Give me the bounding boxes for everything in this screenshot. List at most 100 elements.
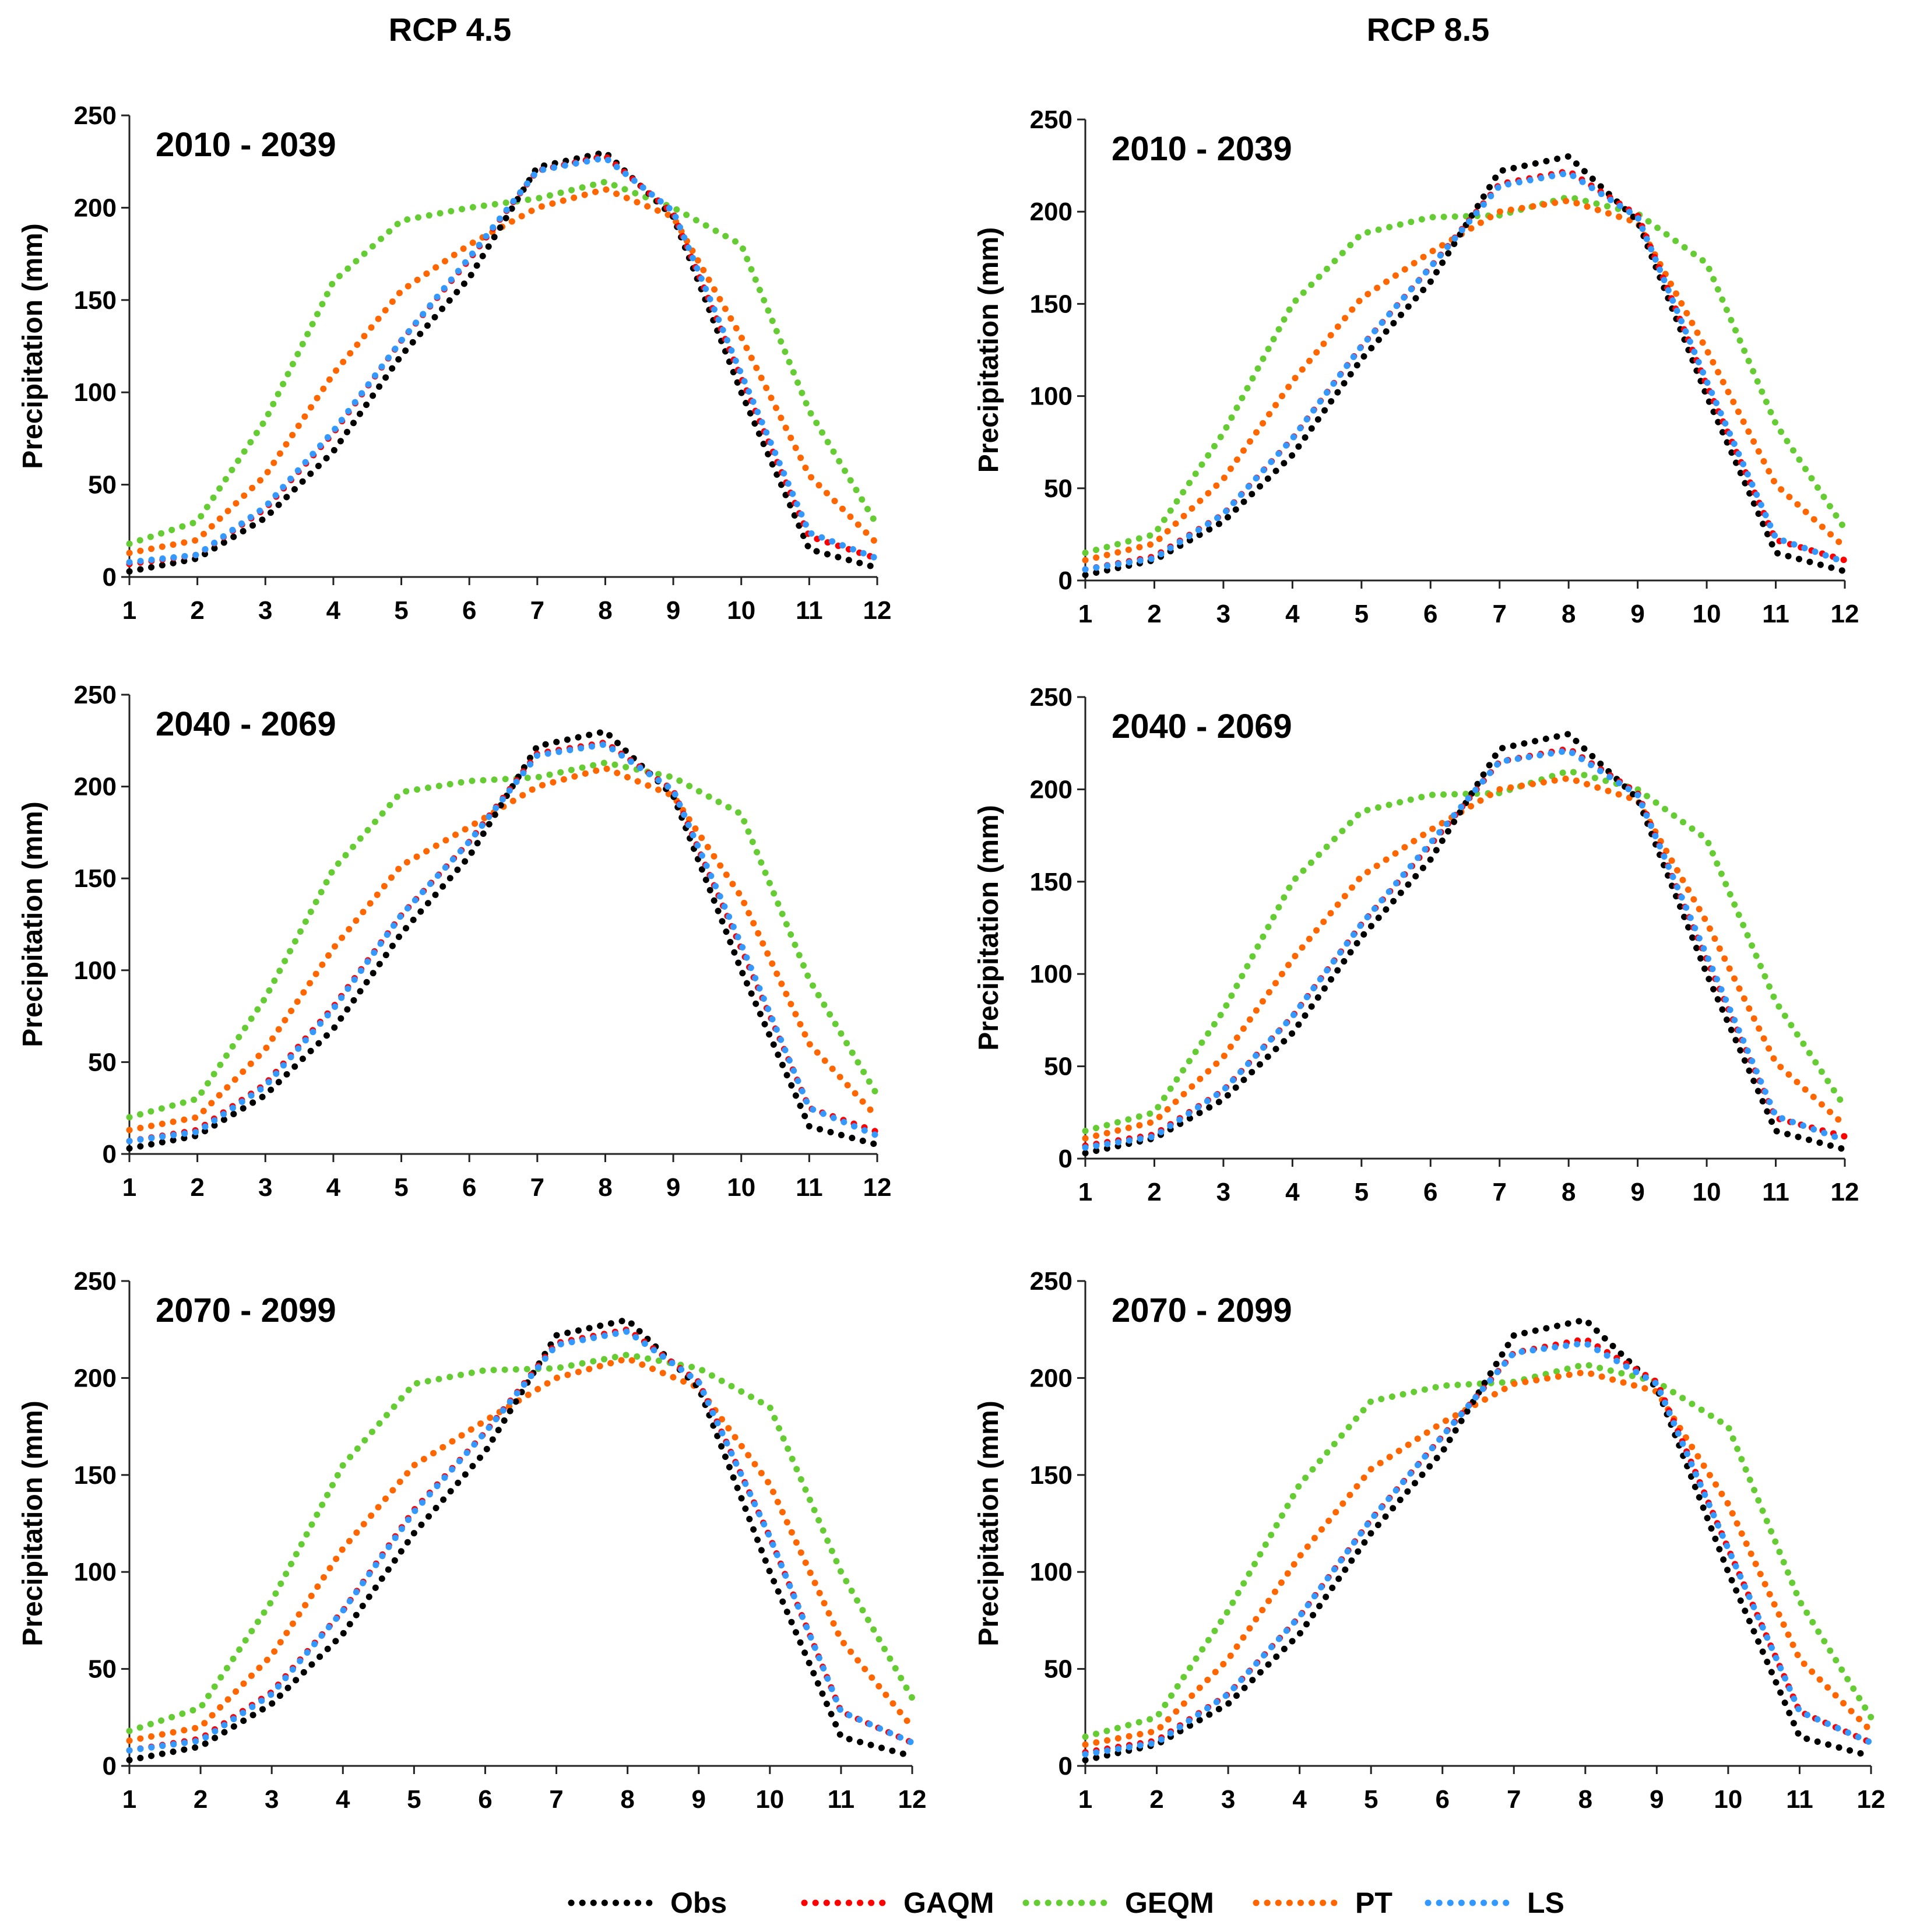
x-tick-label: 10 (755, 1785, 784, 1814)
panel-title: 2040 - 2069 (156, 705, 336, 743)
x-tick-label: 5 (1355, 600, 1369, 628)
y-tick-label: 50 (1044, 474, 1072, 503)
x-tick-label: 11 (796, 596, 823, 625)
y-tick-label: 50 (1044, 1655, 1072, 1684)
series-line-obs (1082, 1317, 1875, 1764)
series-line-geqm (1082, 768, 1848, 1134)
y-axis-title: Precipitation (mm) (17, 1400, 48, 1646)
column-title-rcp45: RCP 4.5 (388, 11, 512, 48)
x-tick-label: 10 (1693, 1178, 1721, 1206)
x-tick-label: 7 (530, 1173, 544, 1202)
x-tick-label: 11 (828, 1785, 855, 1814)
x-tick-label: 1 (122, 1173, 136, 1202)
x-tick-label: 9 (666, 1173, 680, 1202)
x-tick-label: 12 (863, 596, 892, 625)
y-tick-label: 0 (1059, 1752, 1072, 1780)
x-tick-label: 2 (1149, 1785, 1163, 1814)
x-tick-label: 3 (265, 1785, 279, 1814)
x-tick-label: 7 (1492, 600, 1506, 628)
y-axis-title: Precipitation (mm) (973, 1400, 1004, 1646)
x-tick-label: 10 (727, 1173, 755, 1202)
x-tick-label: 4 (336, 1785, 350, 1814)
y-tick-label: 250 (1030, 105, 1072, 134)
legend-label-obs: Obs (670, 1887, 727, 1919)
x-tick-label: 8 (1562, 600, 1576, 628)
series-line-obs (1082, 153, 1848, 578)
x-tick-label: 12 (1857, 1785, 1886, 1814)
x-tick-label: 7 (549, 1785, 563, 1814)
x-tick-label: 8 (1562, 1178, 1576, 1206)
series-line-ls (1082, 747, 1848, 1151)
x-tick-label: 11 (1762, 600, 1789, 628)
series-line-geqm (1082, 193, 1848, 556)
y-axis-title: Precipitation (mm) (17, 801, 48, 1047)
legend-label-geqm: GEQM (1125, 1887, 1214, 1919)
x-tick-label: 2 (1147, 600, 1161, 628)
x-tick-label: 6 (1423, 1178, 1437, 1206)
panel-title: 2010 - 2039 (156, 126, 336, 164)
x-tick-label: 12 (1831, 600, 1859, 628)
series-line-gaqm (1082, 1336, 1875, 1756)
y-tick-label: 200 (74, 193, 117, 222)
series-line-pt (1082, 197, 1848, 564)
series-line-ls (1082, 1340, 1875, 1758)
x-tick-label: 1 (1078, 600, 1092, 628)
x-tick-label: 9 (1630, 600, 1644, 628)
y-tick-label: 0 (1059, 566, 1072, 595)
y-tick-label: 150 (1030, 1461, 1072, 1490)
y-tick-label: 100 (1030, 382, 1072, 411)
legend-label-gaqm: GAQM (903, 1887, 994, 1919)
x-tick-label: 2 (190, 1173, 204, 1202)
legend: Obs GAQM GEQM PT LS (568, 1887, 1564, 1919)
x-tick-label: 6 (462, 1173, 476, 1202)
x-tick-label: 9 (666, 596, 680, 625)
x-tick-label: 10 (1714, 1785, 1742, 1814)
x-tick-label: 11 (1762, 1178, 1789, 1206)
y-tick-label: 100 (1030, 1558, 1072, 1586)
series-line-ls (1082, 170, 1848, 573)
x-tick-label: 6 (1423, 600, 1437, 628)
series-line-obs (126, 728, 881, 1152)
y-tick-label: 0 (103, 1140, 117, 1169)
x-tick-label: 1 (122, 596, 136, 625)
x-tick-label: 4 (1285, 600, 1300, 628)
panel-title: 2040 - 2069 (1112, 708, 1292, 745)
x-tick-label: 5 (407, 1785, 421, 1814)
panel-title: 2010 - 2039 (1112, 130, 1292, 168)
x-tick-label: 5 (1355, 1178, 1369, 1206)
x-tick-label: 11 (796, 1173, 823, 1202)
x-tick-label: 12 (863, 1173, 892, 1202)
x-tick-label: 7 (1507, 1785, 1521, 1814)
y-tick-label: 200 (1030, 775, 1072, 804)
y-tick-label: 200 (74, 773, 117, 801)
series-line-pt (126, 186, 881, 557)
y-tick-label: 250 (1030, 683, 1072, 712)
series-line-ls (126, 741, 881, 1145)
y-tick-label: 100 (74, 378, 117, 407)
x-tick-label: 2 (190, 596, 204, 625)
series-line-pt (126, 1355, 916, 1744)
x-tick-label: 4 (1292, 1785, 1307, 1814)
y-tick-label: 150 (1030, 868, 1072, 896)
y-tick-label: 250 (74, 101, 117, 130)
x-tick-label: 5 (394, 1173, 408, 1202)
series-line-pt (1082, 1368, 1875, 1748)
series-line-geqm (126, 759, 881, 1121)
y-tick-label: 0 (103, 1752, 117, 1780)
x-tick-label: 2 (1147, 1178, 1161, 1206)
y-axis-title: Precipitation (mm) (973, 805, 1004, 1050)
x-tick-label: 3 (1221, 1785, 1235, 1814)
y-tick-label: 50 (1044, 1053, 1072, 1081)
y-tick-label: 150 (74, 286, 117, 315)
x-tick-label: 9 (1650, 1785, 1664, 1814)
x-tick-label: 8 (598, 1173, 612, 1202)
x-tick-label: 3 (1216, 600, 1230, 628)
y-axis-title: Precipitation (mm) (17, 223, 48, 469)
y-tick-label: 250 (1030, 1267, 1072, 1296)
y-tick-label: 0 (103, 563, 117, 592)
x-tick-label: 12 (898, 1785, 927, 1814)
